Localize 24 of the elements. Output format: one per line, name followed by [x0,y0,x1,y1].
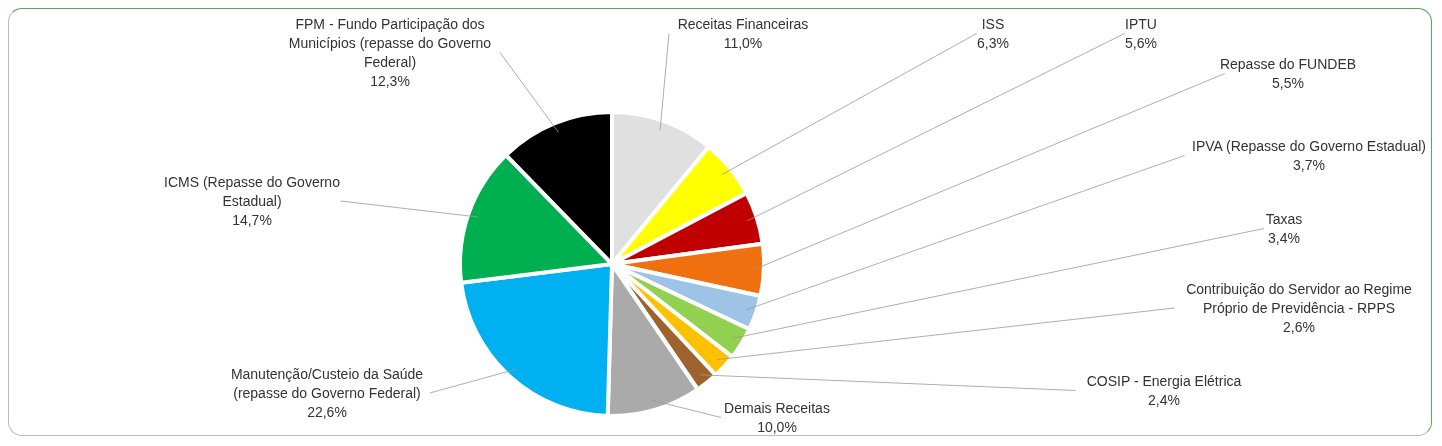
data-label: 2,6% [1283,319,1315,335]
data-label: 14,7% [232,212,272,228]
data-label: 3,7% [1293,157,1325,173]
slice-label: Repasse do FUNDEB [1219,56,1357,72]
data-label: 5,6% [1125,35,1157,51]
slice-label: COSIP - Energia Elétrica [1086,373,1242,389]
slice-label: Manutenção/Custeio da Saúde (repasse do Governo Federal) [230,366,424,401]
slice-label: Demais Receitas [724,400,830,416]
slice-label: FPM - Fundo Participação dos Municípios (repasse do Governo Federal) [288,16,492,70]
slice-label: IPVA (Repasse do Governo Estadual) [1192,138,1426,154]
slice-label: Taxas [1265,211,1303,227]
slice-label: Contribuição do Servidor ao Regime Próprio de Previdência - RPPS [1186,281,1413,316]
data-label: 11,0% [723,35,763,51]
data-label: 22,6% [307,404,347,420]
slice-label: IPTU [1125,16,1157,32]
data-label: 2,4% [1148,392,1180,408]
data-label: 6,3% [977,35,1009,51]
slice-label: Receitas Financeiras [677,16,809,32]
slice-label: ISS [981,16,1005,32]
data-label: 10,0% [757,419,797,435]
slice-label: ICMS (Repasse do Governo Estadual) [164,174,341,209]
data-label: 5,5% [1272,75,1304,91]
data-label: 12,3% [370,73,410,89]
data-label: 3,4% [1268,230,1300,246]
